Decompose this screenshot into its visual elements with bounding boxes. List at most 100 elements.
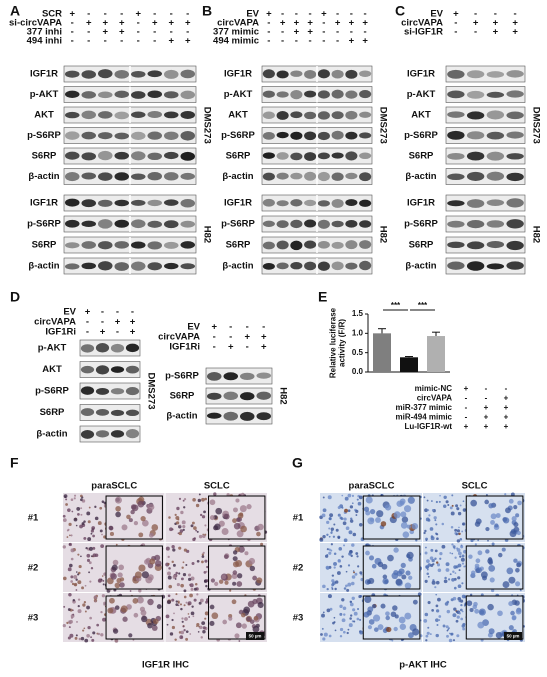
ihc-inset-cell	[112, 628, 119, 634]
ihc-cell	[77, 604, 80, 608]
ihc-cell	[189, 633, 192, 635]
ihc-cell	[63, 605, 66, 608]
ihc-cell	[434, 586, 437, 589]
ihc-cell	[457, 563, 462, 568]
condition-sign: +	[493, 18, 499, 29]
blot-band	[97, 132, 113, 140]
condition-sign: -	[364, 27, 367, 38]
ihc-cell	[328, 535, 331, 538]
ihc-cell	[359, 571, 363, 575]
condition-label: mimic-NC	[415, 384, 453, 393]
blot-band	[345, 219, 358, 228]
ihc-cell	[328, 517, 332, 520]
ihc-cell	[82, 629, 85, 632]
blot-strip	[445, 236, 526, 254]
ihc-cell	[201, 560, 204, 564]
blot-band	[317, 171, 330, 182]
ihc-cell	[457, 511, 462, 516]
ihc-cell	[72, 599, 76, 602]
blot-row-label: p-AKT	[38, 343, 67, 354]
ihc-cell	[88, 561, 92, 565]
ihc-inset-cell	[495, 631, 503, 639]
ihc-inset-cell	[136, 596, 144, 604]
blot-band	[64, 263, 80, 270]
ihc-cell	[77, 598, 81, 601]
ihc-cell	[424, 529, 427, 533]
blot-band	[180, 111, 196, 119]
ihc-inset-cell	[489, 577, 495, 583]
blot-band	[317, 200, 330, 207]
ihc-image	[423, 492, 525, 543]
blot-band	[447, 130, 465, 140]
blot-strip	[445, 215, 526, 233]
ihc-inset-cell	[511, 615, 517, 621]
blot-row-label: p-S6RP	[404, 130, 438, 141]
y-tick-label: 1.5	[352, 309, 364, 318]
blot-band	[64, 131, 80, 140]
y-axis-label: Relative luciferaseactivity (F/R)	[329, 307, 347, 378]
ihc-inset-cell	[408, 575, 413, 580]
ihc-inset-cell	[235, 498, 240, 503]
ihc-cell	[458, 612, 461, 615]
ihc-inset-cell	[502, 581, 510, 589]
blot-band	[359, 240, 372, 249]
ihc-inset-cell	[393, 547, 399, 553]
blot-band	[262, 241, 275, 250]
condition-sign: +	[168, 36, 174, 47]
ihc-inset-cell	[128, 518, 133, 523]
ihc-inset-cell	[405, 570, 411, 576]
ihc-inset-cell	[238, 546, 245, 553]
blot-band	[359, 152, 372, 160]
blot-row-label: S6RP	[226, 240, 251, 251]
ihc-cell	[89, 580, 92, 583]
blot-band	[239, 372, 255, 381]
ihc-image	[320, 543, 423, 592]
blot-band	[331, 198, 344, 208]
blot-band	[304, 240, 317, 249]
ihc-inset-cell	[387, 554, 394, 562]
ihc-cell	[202, 551, 205, 554]
ihc-cell	[445, 562, 450, 567]
ihc-cell	[77, 573, 80, 576]
cell-line-label: H82	[530, 226, 541, 243]
ihc-cell	[351, 575, 356, 579]
condition-sign: +	[453, 9, 459, 20]
ihc-cell	[70, 548, 75, 553]
ihc-cell	[452, 570, 455, 573]
blot-band	[359, 90, 372, 99]
ihc-inset-cell	[237, 573, 243, 579]
ihc-inset-cell	[384, 504, 392, 511]
ihc-cell	[86, 558, 91, 562]
ihc-cell	[449, 632, 451, 635]
blot-band	[359, 172, 372, 182]
condition-sign: -	[120, 36, 123, 47]
blot-band	[466, 131, 485, 140]
ihc-inset-cell	[478, 608, 486, 616]
blot-band	[147, 131, 163, 140]
ihc-cell	[171, 598, 175, 602]
ihc-inset-cell	[513, 522, 519, 528]
ihc-cell	[451, 577, 455, 582]
ihc-inset-cell	[513, 505, 518, 510]
blot-band	[180, 263, 196, 270]
ihc-cell	[85, 546, 88, 550]
blot-band	[125, 428, 140, 439]
ihc-cell	[458, 532, 461, 536]
blot-band	[304, 111, 317, 120]
blot-band	[180, 172, 196, 180]
ihc-cell	[175, 593, 178, 596]
panel-letter: G	[292, 455, 303, 471]
ihc-cell	[65, 503, 68, 506]
ihc-inset-cell	[411, 522, 419, 530]
ihc-cell	[457, 584, 462, 589]
ihc-cell	[73, 517, 78, 522]
ihc-cell	[192, 498, 196, 502]
blot-band	[466, 70, 485, 79]
ihc-inset-cell	[508, 576, 516, 584]
ihc-cell	[349, 505, 354, 509]
ihc-cell	[438, 500, 441, 503]
blot-row-label: p-S6RP	[27, 219, 61, 230]
ihc-inset-cell	[400, 522, 408, 529]
ihc-inset-cell	[488, 560, 493, 565]
ihc-cell	[351, 494, 355, 497]
